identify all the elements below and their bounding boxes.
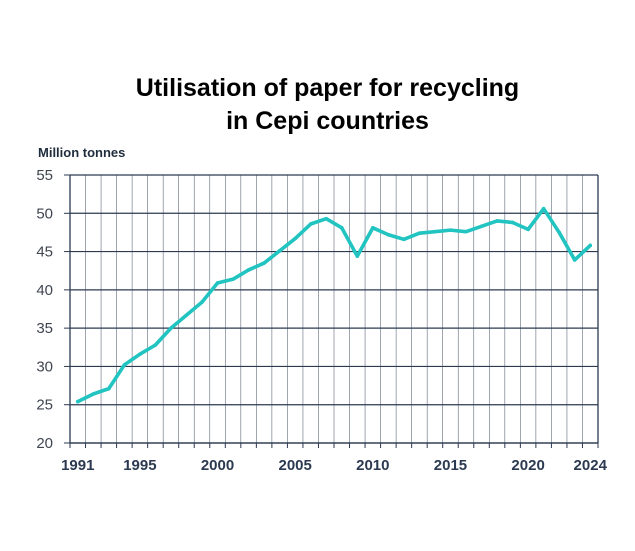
- data-point: [479, 224, 484, 229]
- data-point: [402, 237, 406, 242]
- x-tick-label: 2005: [278, 457, 311, 474]
- series-line: [75, 206, 593, 404]
- data-point: [355, 254, 360, 258]
- data-point: [588, 243, 593, 248]
- y-tick-label: 50: [36, 205, 53, 222]
- x-tick-label: 2020: [511, 457, 544, 474]
- x-tick-label: 2000: [201, 457, 234, 474]
- series-lines: [75, 206, 593, 404]
- data-point: [572, 258, 577, 262]
- chart-title-line-1: Utilisation of paper for recycling: [135, 74, 520, 102]
- x-tick-label: 2010: [356, 457, 389, 474]
- data-point: [184, 313, 189, 317]
- y-tick-label: 25: [36, 397, 53, 414]
- data-point: [386, 232, 391, 237]
- x-tick-label: 1995: [123, 457, 156, 474]
- x-tick-label: 2024: [574, 457, 608, 474]
- data-point: [308, 222, 313, 226]
- data-point: [200, 300, 204, 304]
- data-point: [75, 399, 80, 404]
- data-point: [262, 261, 266, 265]
- data-point: [339, 226, 344, 230]
- data-point: [510, 220, 515, 225]
- chart-title: Utilisation of paper for recycling in Ce…: [0, 72, 635, 138]
- data-point: [464, 229, 468, 234]
- horizontal-gridlines: [64, 174, 598, 444]
- data-point: [495, 219, 499, 223]
- data-point: [541, 206, 546, 211]
- data-point: [169, 326, 173, 330]
- data-point: [277, 249, 282, 253]
- y-axis-unit-label: Million tonnes: [38, 145, 126, 160]
- data-point: [417, 231, 422, 235]
- data-point: [153, 343, 158, 347]
- data-point: [448, 228, 453, 232]
- data-point: [231, 277, 235, 281]
- y-tick-label: 55: [36, 167, 53, 184]
- data-point: [371, 226, 375, 230]
- x-tick-labels: 1991 1995 2000 2005 2010 2015 2020 2024: [61, 457, 607, 474]
- y-tick-label: 40: [36, 282, 53, 299]
- y-tick-label: 35: [36, 320, 53, 337]
- data-point: [324, 216, 329, 221]
- chart-title-line-2: in Cepi countries: [226, 107, 429, 135]
- data-point: [107, 386, 111, 391]
- data-point: [433, 229, 437, 234]
- axes: [69, 175, 599, 448]
- x-tick-label: 2015: [434, 457, 467, 474]
- y-tick-label: 20: [36, 435, 53, 452]
- data-point: [215, 281, 220, 285]
- data-point: [246, 268, 251, 272]
- y-tick-labels: 20 25 30 35 40 45 50 55: [36, 167, 53, 452]
- data-point: [91, 392, 96, 396]
- data-point: [138, 352, 142, 356]
- data-point: [557, 230, 561, 235]
- y-tick-label: 30: [36, 358, 53, 375]
- vertical-gridlines: [85, 175, 583, 443]
- data-point: [293, 236, 297, 241]
- data-point: [122, 363, 127, 367]
- y-tick-label: 45: [36, 244, 53, 261]
- x-tick-label: 1991: [61, 457, 94, 474]
- data-point: [526, 227, 530, 232]
